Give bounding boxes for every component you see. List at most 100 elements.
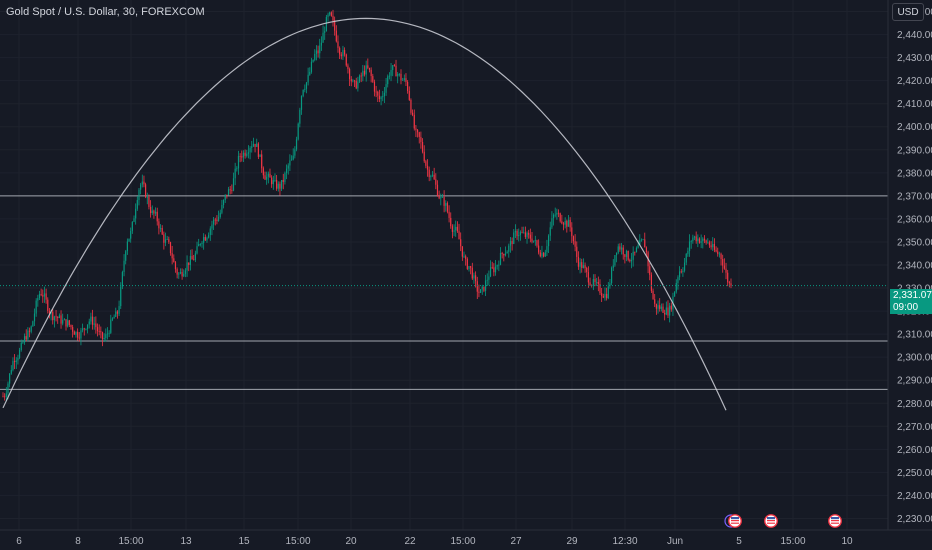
candle-body[interactable] [173, 258, 175, 263]
candle-body[interactable] [271, 177, 273, 185]
candle-body[interactable] [136, 200, 138, 209]
candle-body[interactable] [28, 330, 31, 332]
candle-body[interactable] [158, 221, 160, 229]
candle-body[interactable] [67, 320, 69, 327]
candle-body[interactable] [592, 278, 594, 286]
candle-body[interactable] [723, 265, 725, 269]
candle-body[interactable] [344, 49, 346, 55]
candle-body[interactable] [509, 241, 512, 246]
candle-body[interactable] [489, 267, 492, 277]
candle-body[interactable] [80, 330, 82, 339]
candle-body[interactable] [115, 311, 117, 317]
candle-body[interactable] [632, 251, 634, 260]
candle-body[interactable] [712, 243, 714, 248]
candle-body[interactable] [317, 50, 319, 54]
candle-body[interactable] [420, 136, 422, 142]
candle-body[interactable] [121, 272, 123, 287]
candle-body[interactable] [295, 139, 298, 150]
candle-body[interactable] [652, 290, 654, 300]
candle-body[interactable] [125, 251, 127, 261]
candle-body[interactable] [103, 337, 105, 340]
candle-body[interactable] [292, 155, 294, 160]
candle-body[interactable] [463, 256, 465, 258]
candle-body[interactable] [120, 286, 122, 307]
candle-body[interactable] [688, 241, 691, 251]
candle-body[interactable] [211, 224, 213, 229]
candle-body[interactable] [53, 316, 56, 321]
candle-body[interactable] [227, 189, 230, 196]
candle-body[interactable] [156, 211, 158, 222]
candle-body[interactable] [640, 239, 643, 241]
candle-body[interactable] [9, 373, 11, 384]
candle-body[interactable] [179, 272, 182, 274]
candle-body[interactable] [246, 153, 248, 156]
candle-body[interactable] [15, 360, 17, 362]
candle-body[interactable] [430, 175, 432, 178]
candle-body[interactable] [687, 250, 689, 254]
candle-body[interactable] [536, 240, 538, 246]
candle-body[interactable] [105, 334, 107, 338]
candle-body[interactable] [629, 259, 631, 262]
candle-body[interactable] [531, 238, 533, 242]
candle-body[interactable] [232, 178, 235, 191]
candle-body[interactable] [60, 315, 62, 324]
candle-body[interactable] [597, 281, 599, 285]
candle-body[interactable] [241, 156, 243, 158]
candle-body[interactable] [551, 218, 553, 228]
candle-body[interactable] [111, 318, 114, 320]
candle-body[interactable] [65, 319, 67, 327]
candle-body[interactable] [138, 189, 140, 201]
candle-body[interactable] [339, 47, 341, 55]
candle-body[interactable] [680, 271, 682, 273]
candle-body[interactable] [262, 168, 264, 176]
candle-body[interactable] [143, 181, 145, 185]
candle-body[interactable] [360, 75, 362, 77]
candle-body[interactable] [501, 252, 503, 255]
candle-body[interactable] [45, 293, 47, 300]
candle-body[interactable] [674, 291, 676, 297]
candle-body[interactable] [213, 219, 215, 225]
candle-body[interactable] [534, 240, 536, 242]
candle-body[interactable] [561, 221, 563, 224]
candle-body[interactable] [478, 291, 480, 293]
candle-body[interactable] [151, 210, 153, 214]
candle-body[interactable] [702, 238, 704, 242]
candle-body[interactable] [458, 231, 460, 240]
candle-body[interactable] [425, 161, 427, 166]
candle-body[interactable] [362, 70, 364, 77]
candle-body[interactable] [62, 320, 64, 324]
candle-body[interactable] [601, 293, 603, 296]
candle-body[interactable] [40, 294, 42, 296]
candle-body[interactable] [337, 41, 339, 48]
us-flag-icon[interactable] [724, 514, 742, 528]
candle-body[interactable] [602, 295, 604, 298]
candle-body[interactable] [493, 267, 495, 273]
candle-body[interactable] [186, 262, 188, 271]
candle-body[interactable] [481, 286, 483, 290]
candle-body[interactable] [544, 252, 546, 257]
candle-body[interactable] [141, 181, 143, 185]
candle-body[interactable] [334, 20, 336, 31]
candle-body[interactable] [611, 267, 613, 284]
candle-body[interactable] [708, 242, 711, 246]
candle-body[interactable] [713, 243, 716, 250]
candle-body[interactable] [236, 168, 238, 170]
candle-body[interactable] [86, 324, 89, 329]
candle-body[interactable] [524, 232, 526, 237]
candle-body[interactable] [247, 152, 250, 154]
candle-body[interactable] [599, 284, 601, 294]
candle-body[interactable] [571, 227, 573, 237]
candle-body[interactable] [627, 250, 629, 260]
candle-body[interactable] [100, 331, 102, 333]
candle-body[interactable] [81, 328, 84, 331]
candle-body[interactable] [508, 245, 510, 252]
candle-body[interactable] [710, 245, 712, 248]
candle-body[interactable] [717, 251, 719, 254]
candle-body[interactable] [486, 279, 488, 281]
candle-body[interactable] [214, 219, 216, 221]
candle-body[interactable] [299, 109, 301, 124]
candle-body[interactable] [494, 266, 497, 273]
candle-body[interactable] [252, 143, 255, 147]
candle-body[interactable] [475, 275, 477, 282]
candle-body[interactable] [392, 65, 394, 71]
